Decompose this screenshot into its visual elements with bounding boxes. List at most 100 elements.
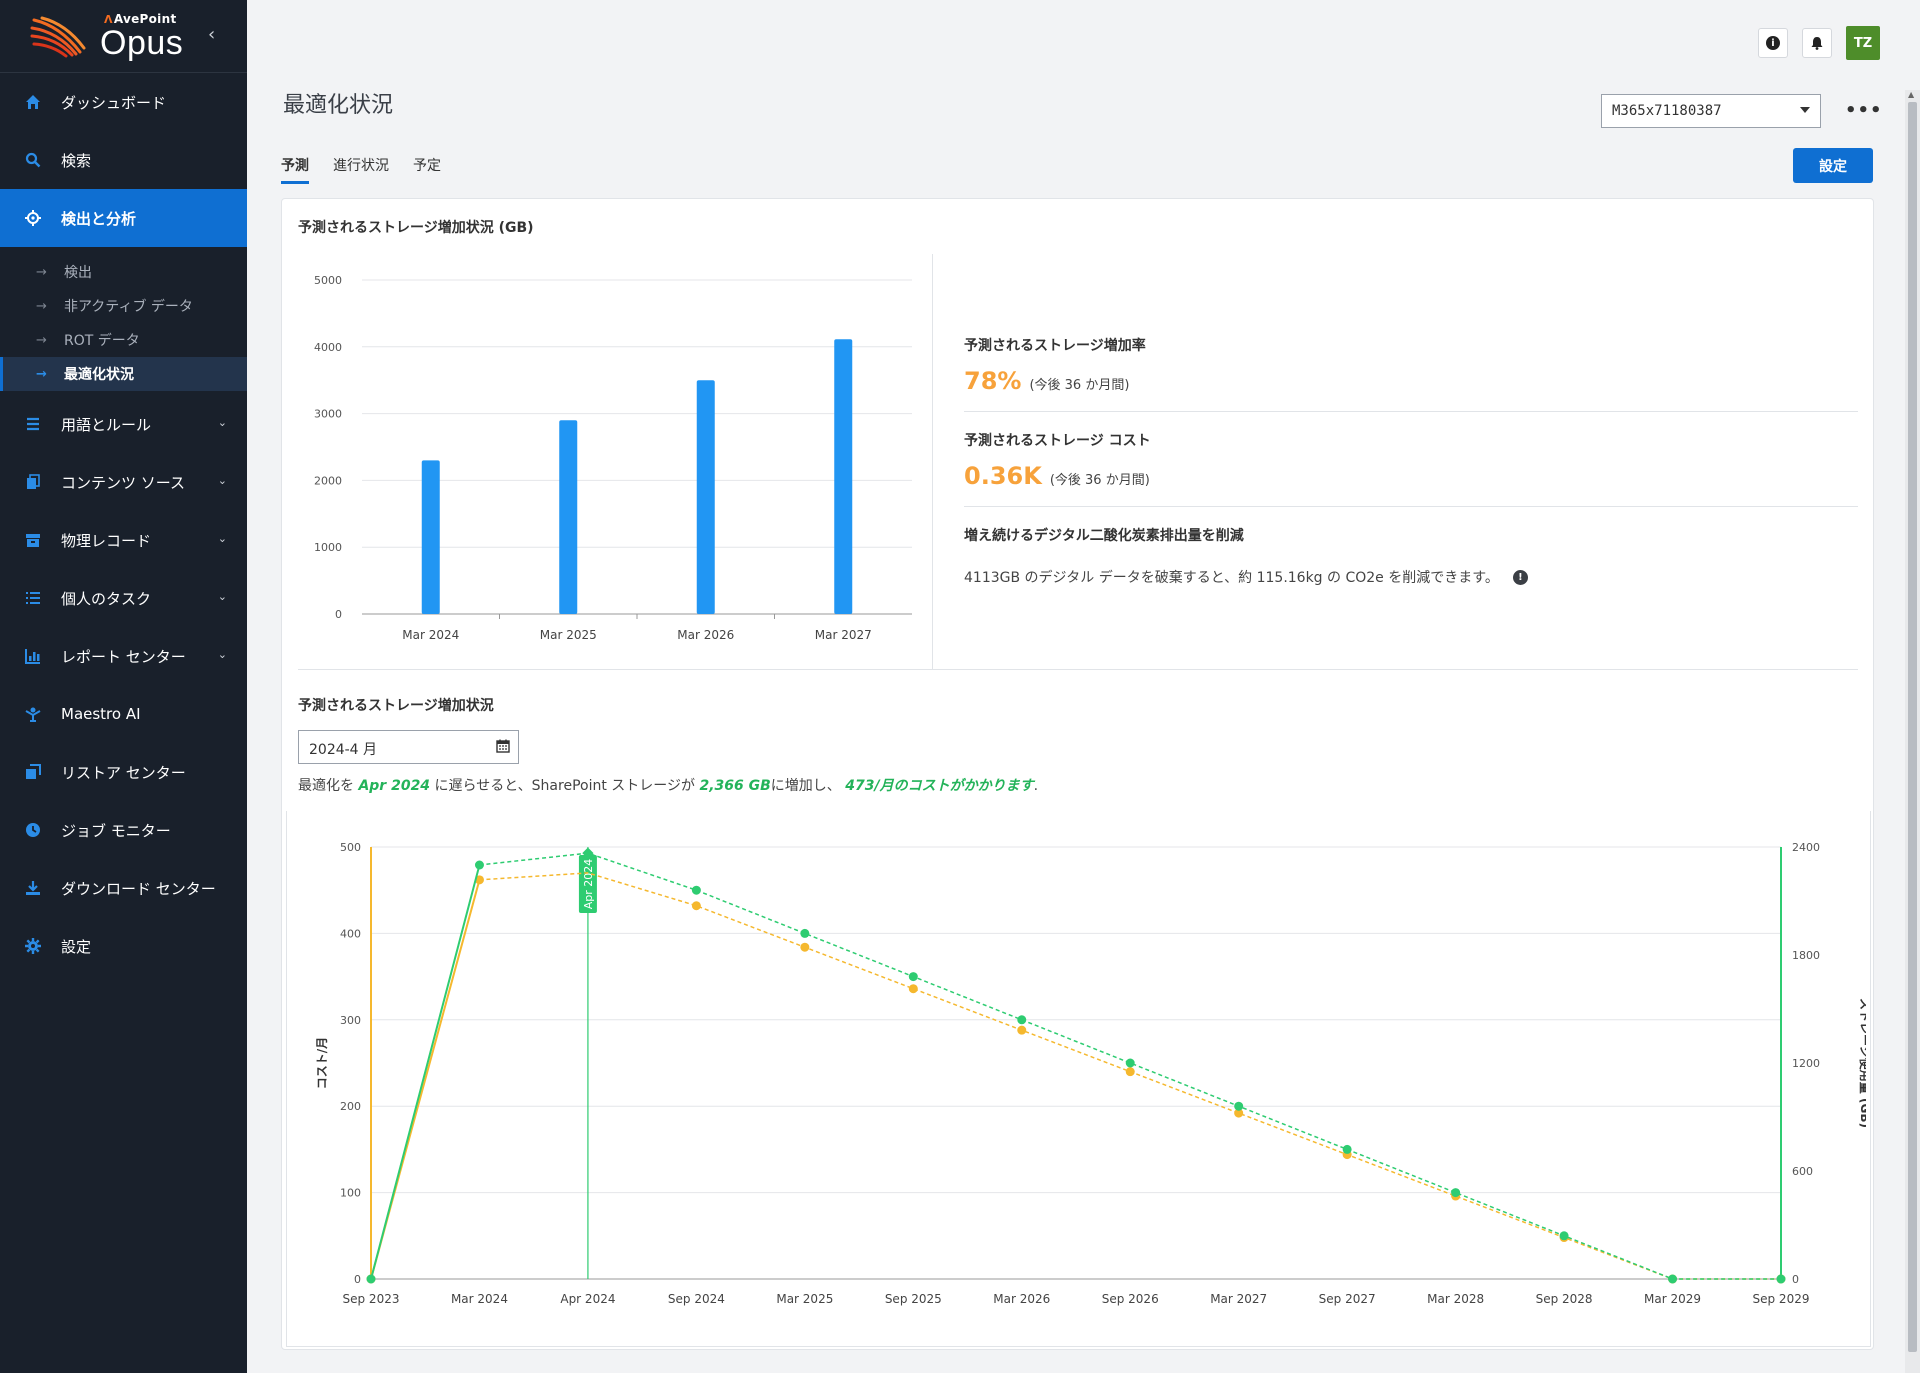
- marker-label: Apr 2024: [582, 859, 595, 910]
- avepoint-logo-icon: [30, 16, 86, 58]
- y-axis-label: コスト/月: [315, 1037, 329, 1089]
- download-icon: [25, 880, 41, 896]
- sidebar-subitem-inactive-data[interactable]: → 非アクティブ データ: [0, 289, 247, 323]
- x-tick-label: Mar 2024: [451, 1292, 508, 1306]
- sidebar: AvePoint Opus ‹ ダッシュボード 検索 検出と分析 → 検出 → 非ア…: [0, 0, 247, 1373]
- data-point: [691, 885, 701, 895]
- avatar[interactable]: TZ: [1846, 26, 1880, 60]
- data-point: [908, 972, 918, 982]
- home-icon: [25, 94, 41, 110]
- summary-cost: 473/月のコストがかかります: [845, 778, 1034, 794]
- data-point: [1342, 1144, 1352, 1154]
- x-tick-label: Mar 2026: [993, 1292, 1050, 1306]
- sidebar-subitem-rot-data[interactable]: → ROT データ: [0, 323, 247, 357]
- x-tick-label: Sep 2028: [1536, 1292, 1593, 1306]
- info-button[interactable]: i: [1758, 28, 1788, 58]
- archive-icon: [25, 532, 41, 548]
- sidebar-item-search[interactable]: 検索: [0, 131, 247, 189]
- chart-icon: [25, 648, 41, 664]
- more-options-button[interactable]: •••: [1845, 100, 1883, 121]
- chevron-down-icon: ⌄: [217, 532, 227, 545]
- optimization-summary: 最適化を Apr 2024 に遅らせると、SharePoint ストレージが 2…: [298, 775, 1038, 795]
- series-line-solid: [370, 864, 481, 1280]
- restore-icon: [25, 764, 41, 780]
- sidebar-item-physical-records[interactable]: 物理レコード ⌄: [0, 511, 247, 569]
- sidebar-item-label: コンテンツ ソース: [61, 473, 186, 492]
- x-tick-label: Sep 2027: [1319, 1292, 1376, 1306]
- sidebar-subitem-label: 最適化状況: [64, 367, 134, 383]
- summary-mid2: に増加し、: [770, 778, 841, 794]
- tab-forecast[interactable]: 予測: [281, 155, 309, 184]
- data-point: [800, 928, 810, 938]
- x-tick-label: Mar 2028: [1427, 1292, 1484, 1306]
- x-tick-label: Mar 2026: [677, 628, 734, 642]
- data-point: [1017, 1025, 1027, 1035]
- carbon-text: 4113GB のデジタル データを破棄すると、約 115.16kg の CO2e…: [964, 570, 1499, 586]
- forecast-chart-title: 予測されるストレージ増加状況 (GB): [298, 220, 534, 236]
- storage-growth-bar-chart: 0 1000 2000 3000 4000 5000 Mar 2024 Mar 2025 Mar…: [314, 274, 912, 642]
- y2-tick-label: 1200: [1792, 1057, 1820, 1070]
- scrollbar-thumb[interactable]: [1908, 102, 1917, 1352]
- calendar-icon: [496, 739, 510, 753]
- page-scrollbar[interactable]: ▲: [1905, 90, 1920, 1373]
- growth-rate-note: (今後 36 か月間): [1029, 378, 1130, 393]
- sidebar-item-discovery[interactable]: 検出と分析: [0, 189, 247, 247]
- settings-button[interactable]: 設定: [1793, 148, 1873, 183]
- sidebar-item-settings[interactable]: 設定: [0, 917, 247, 975]
- target-icon: [25, 210, 41, 226]
- tab-progress[interactable]: 進行状況: [333, 158, 389, 174]
- sidebar-item-job-monitor[interactable]: ジョブ モニター: [0, 801, 247, 859]
- app-logo: AvePoint Opus ‹: [0, 0, 247, 73]
- data-point: [1559, 1231, 1569, 1241]
- bar: [559, 420, 578, 614]
- sidebar-item-my-tasks[interactable]: 個人のタスク ⌄: [0, 569, 247, 627]
- x-tick-label: Mar 2024: [402, 628, 459, 642]
- data-point: [474, 860, 484, 870]
- data-point: [1017, 1015, 1027, 1025]
- sidebar-item-label: 検索: [61, 151, 92, 170]
- y-tick-label: 100: [340, 1187, 361, 1200]
- collapse-sidebar-icon[interactable]: ‹: [208, 24, 216, 45]
- growth-section-title: 予測されるストレージ増加状況: [298, 698, 494, 714]
- sidebar-item-label: リストア センター: [61, 763, 186, 782]
- tenant-select[interactable]: M365x71180387: [1601, 94, 1821, 128]
- sidebar-subitem-discovery[interactable]: → 検出: [0, 255, 247, 289]
- page-title: 最適化状況: [283, 93, 394, 118]
- data-point: [1234, 1108, 1244, 1118]
- summary-gb: 2,366 GB: [699, 778, 771, 794]
- info-icon: i: [1766, 36, 1780, 50]
- y-tick-label: 0: [335, 608, 342, 621]
- x-tick-label: Mar 2027: [1210, 1292, 1267, 1306]
- chevron-down-icon: ⌄: [217, 416, 227, 429]
- maestro-icon: [25, 706, 41, 722]
- bar: [696, 380, 715, 614]
- gear-icon: [25, 938, 41, 954]
- data-point: [1776, 1274, 1786, 1284]
- data-point: [691, 901, 701, 911]
- arrow-right-icon: →: [36, 332, 47, 348]
- x-tick-label: Sep 2029: [1753, 1292, 1810, 1306]
- sidebar-item-download-center[interactable]: ダウンロード センター: [0, 859, 247, 917]
- y2-tick-label: 1800: [1792, 949, 1820, 962]
- month-picker[interactable]: 2024-4 月: [298, 730, 519, 764]
- sidebar-item-dashboard[interactable]: ダッシュボード: [0, 73, 247, 131]
- sidebar-item-maestro-ai[interactable]: Maestro AI: [0, 685, 247, 743]
- summary-mid: に遅らせると、SharePoint ストレージが: [434, 778, 696, 794]
- y-tick-label: 5000: [314, 274, 342, 287]
- info-icon[interactable]: !: [1512, 569, 1528, 585]
- data-point: [1125, 1067, 1135, 1077]
- month-picker-value: 2024-4 月: [309, 742, 378, 758]
- scroll-up-icon[interactable]: ▲: [1908, 90, 1915, 99]
- sidebar-item-terms-rules[interactable]: 用語とルール ⌄: [0, 395, 247, 453]
- sidebar-item-content-sources[interactable]: コンテンツ ソース ⌄: [0, 453, 247, 511]
- sidebar-subitem-optimization[interactable]: → 最適化状況: [0, 357, 247, 391]
- tab-planned[interactable]: 予定: [413, 158, 441, 174]
- sidebar-item-restore-center[interactable]: リストア センター: [0, 743, 247, 801]
- x-tick-label: Sep 2025: [885, 1292, 942, 1306]
- storage-cost-label: 予測されるストレージ コスト: [964, 433, 1151, 449]
- sidebar-item-report-center[interactable]: レポート センター ⌄: [0, 627, 247, 685]
- notifications-button[interactable]: [1802, 28, 1832, 58]
- sidebar-item-label: ダッシュボード: [61, 93, 167, 112]
- data-point: [1668, 1274, 1678, 1284]
- brand-name-small: AvePoint: [104, 12, 176, 26]
